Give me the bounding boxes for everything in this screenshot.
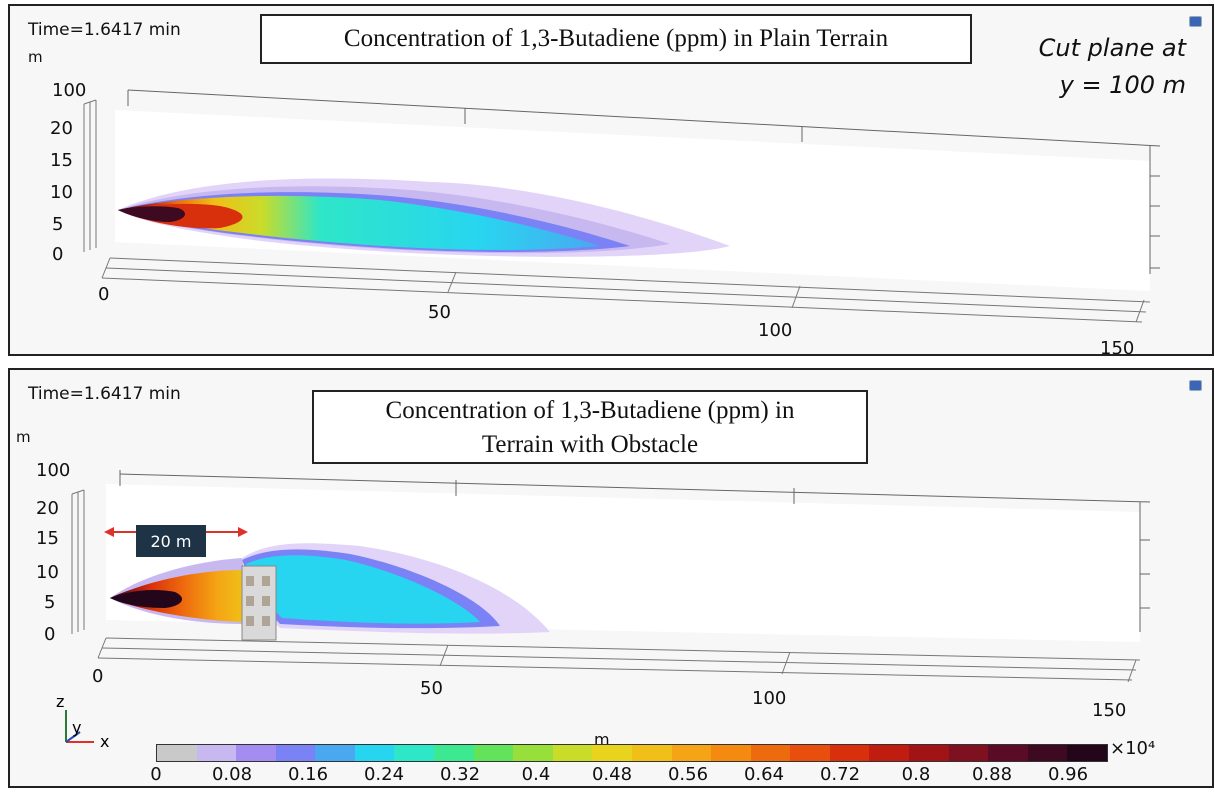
colorbar-label: 0.4 (521, 764, 551, 785)
colorbar-swatch (394, 745, 435, 761)
cut-plane-note: Cut plane at y = 100 m (1039, 30, 1186, 104)
colorbar-swatch (869, 745, 909, 761)
colorbar-swatch (829, 745, 870, 761)
colorbar-label: 0.88 (971, 764, 1013, 785)
colorbar-swatch (988, 745, 1028, 761)
z-tick-5: 5 (52, 214, 64, 235)
colorbar-swatch (671, 745, 712, 761)
colorbar-swatch (711, 745, 751, 761)
colorbar-label: 0 (150, 764, 162, 785)
colorbar-label: 0.56 (667, 764, 709, 785)
colorbar-swatch (790, 745, 830, 761)
colorbar-label: 0.32 (439, 764, 481, 785)
obstacle-terrain-panel: Time=1.6417 min m Concentration of 1,3-B… (8, 368, 1214, 788)
colorbar-label: 0.64 (743, 764, 785, 785)
z-tick-0: 0 (44, 624, 56, 645)
x-tick-150: 150 (1100, 338, 1135, 356)
x-tick-100: 100 (752, 688, 787, 709)
z-tick-10: 10 (50, 182, 73, 203)
z-tick-15: 15 (36, 528, 59, 549)
time-label: Time=1.6417 min (28, 20, 181, 40)
x-tick-0: 0 (98, 284, 110, 305)
colorbar-swatch (236, 745, 276, 761)
x-tick-50: 50 (420, 678, 443, 699)
window-icon[interactable] (1189, 380, 1202, 391)
axis-triad (65, 710, 94, 743)
x-tick-50: 50 (428, 302, 451, 323)
colorbar-swatch (552, 745, 593, 761)
z-tick-5: 5 (44, 592, 56, 613)
colorbar-multiplier: ×10⁴ (1110, 738, 1156, 759)
colorbar-swatch (1067, 745, 1107, 761)
x-tick-0: 0 (92, 666, 104, 687)
plot-3d-top (83, 89, 1161, 323)
cut-plane-line1: Cut plane at (1038, 34, 1186, 62)
colorbar-swatch (315, 745, 355, 761)
z-tick-15: 15 (50, 150, 73, 171)
triad-y-label: y (72, 718, 82, 737)
z-tick-20: 20 (36, 498, 59, 519)
distance-annotation: 20 m (136, 525, 206, 557)
unit-label: m (28, 48, 43, 66)
colorbar-swatch (513, 745, 553, 761)
colorbar-label: 0.24 (363, 764, 405, 785)
colorbar-swatch (434, 745, 474, 761)
colorbar-swatch (1027, 745, 1068, 761)
cut-plane-line2: y = 100 m (1059, 71, 1186, 99)
colorbar-label: 0.48 (591, 764, 633, 785)
plot-3d-bottom (65, 470, 1151, 743)
x-tick-100: 100 (758, 320, 793, 341)
panel-title: Concentration of 1,3-Butadiene (ppm) in … (260, 14, 972, 64)
colorbar-swatch (592, 745, 632, 761)
colorbar-swatch (631, 745, 672, 761)
z-tick-0: 0 (52, 244, 64, 265)
colorbar-swatch (157, 745, 197, 761)
x-tick-150: 150 (1092, 700, 1127, 721)
z-tick-20: 20 (50, 118, 73, 139)
triad-z-label: z (56, 692, 65, 711)
colorbar-label: 0.72 (819, 764, 861, 785)
colorbar-label: 0.08 (211, 764, 253, 785)
window-icon[interactable] (1189, 16, 1202, 27)
plain-terrain-panel: Time=1.6417 min m Concentration of 1,3-B… (8, 4, 1214, 356)
unit-label: m (16, 428, 31, 446)
colorbar-swatch (354, 745, 395, 761)
obstacle-building (241, 565, 277, 641)
panel-title-line2: Terrain with Obstacle (481, 431, 699, 458)
colorbar-label: 0.8 (901, 764, 931, 785)
colorbar (156, 744, 1108, 762)
panel-title-line1: Concentration of 1,3-Butadiene (ppm) in (385, 397, 795, 424)
z-tick-10: 10 (36, 562, 59, 583)
colorbar-label: 0.96 (1047, 764, 1089, 785)
triad-x-label: x (100, 732, 110, 751)
panel-title: Concentration of 1,3-Butadiene (ppm) in … (312, 390, 868, 464)
colorbar-swatch (750, 745, 791, 761)
colorbar-swatch (948, 745, 989, 761)
colorbar-swatch (275, 745, 316, 761)
y-axis-tick: 100 (36, 460, 71, 481)
y-axis-tick: 100 (52, 80, 87, 101)
time-label: Time=1.6417 min (28, 384, 181, 404)
colorbar-swatch (908, 745, 949, 761)
colorbar-label: 0.16 (287, 764, 329, 785)
colorbar-swatch (196, 745, 237, 761)
colorbar-swatch (473, 745, 514, 761)
